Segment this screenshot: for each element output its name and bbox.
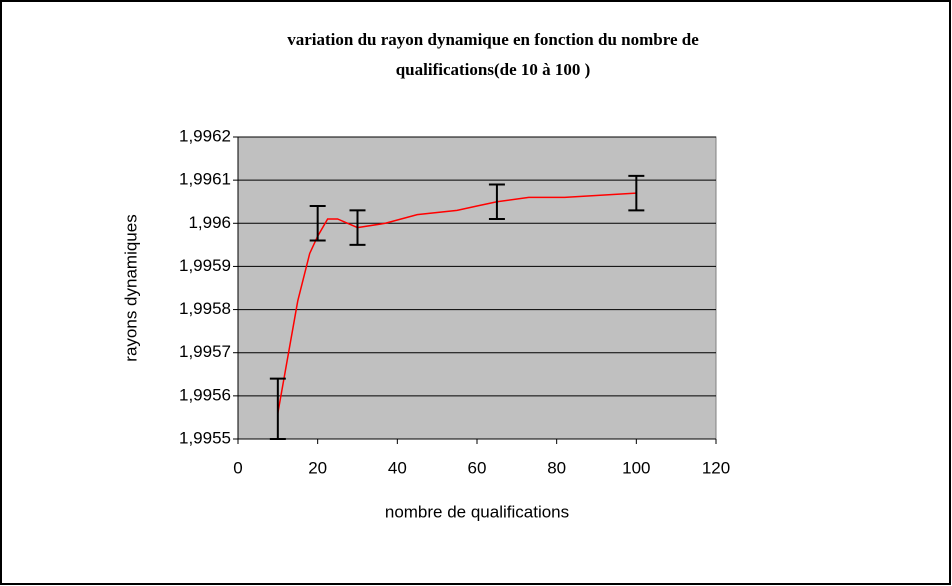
y-tick-label: 1,9957 [179, 342, 231, 361]
data-line [277, 192, 637, 414]
plot-area [237, 136, 717, 440]
y-tick-label: 1,996 [188, 213, 231, 232]
y-tick-label: 1,9961 [179, 170, 231, 189]
x-axis-label: nombre de qualifications [385, 502, 569, 521]
y-tick-label: 1,9956 [179, 385, 231, 404]
chart-title: variation du rayon dynamique en fonction… [287, 30, 699, 49]
y-tick-label: 1,9962 [179, 126, 231, 145]
x-tick-label: 20 [308, 458, 327, 477]
y-tick-label: 1,9958 [179, 299, 231, 318]
y-axis-label: rayons dynamiques [121, 214, 140, 361]
x-tick-label: 120 [702, 458, 730, 477]
x-tick-label: 40 [388, 458, 407, 477]
x-tick-label: 60 [468, 458, 487, 477]
x-tick-label: 100 [622, 458, 650, 477]
y-tick-label: 1,9959 [179, 256, 231, 275]
y-tick-label: 1,9955 [179, 428, 231, 447]
chart-title: qualifications(de 10 à 100 ) [396, 60, 591, 79]
x-tick-label: 0 [233, 458, 242, 477]
x-tick-label: 80 [547, 458, 566, 477]
